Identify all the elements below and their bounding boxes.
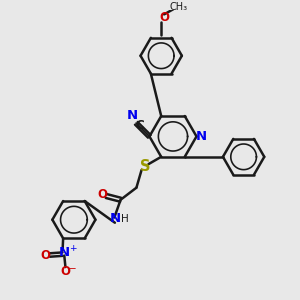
Text: N: N [58, 246, 70, 259]
Text: N: N [110, 212, 121, 226]
Text: −: − [68, 264, 77, 274]
Text: N: N [196, 130, 207, 143]
Text: S: S [140, 159, 150, 174]
Text: O: O [159, 11, 169, 24]
Text: O: O [60, 265, 70, 278]
Text: C: C [135, 119, 144, 132]
Text: O: O [40, 248, 50, 262]
Text: N: N [127, 109, 138, 122]
Text: O: O [98, 188, 108, 201]
Text: H: H [121, 214, 129, 224]
Text: +: + [69, 244, 76, 253]
Text: CH₃: CH₃ [170, 2, 188, 12]
